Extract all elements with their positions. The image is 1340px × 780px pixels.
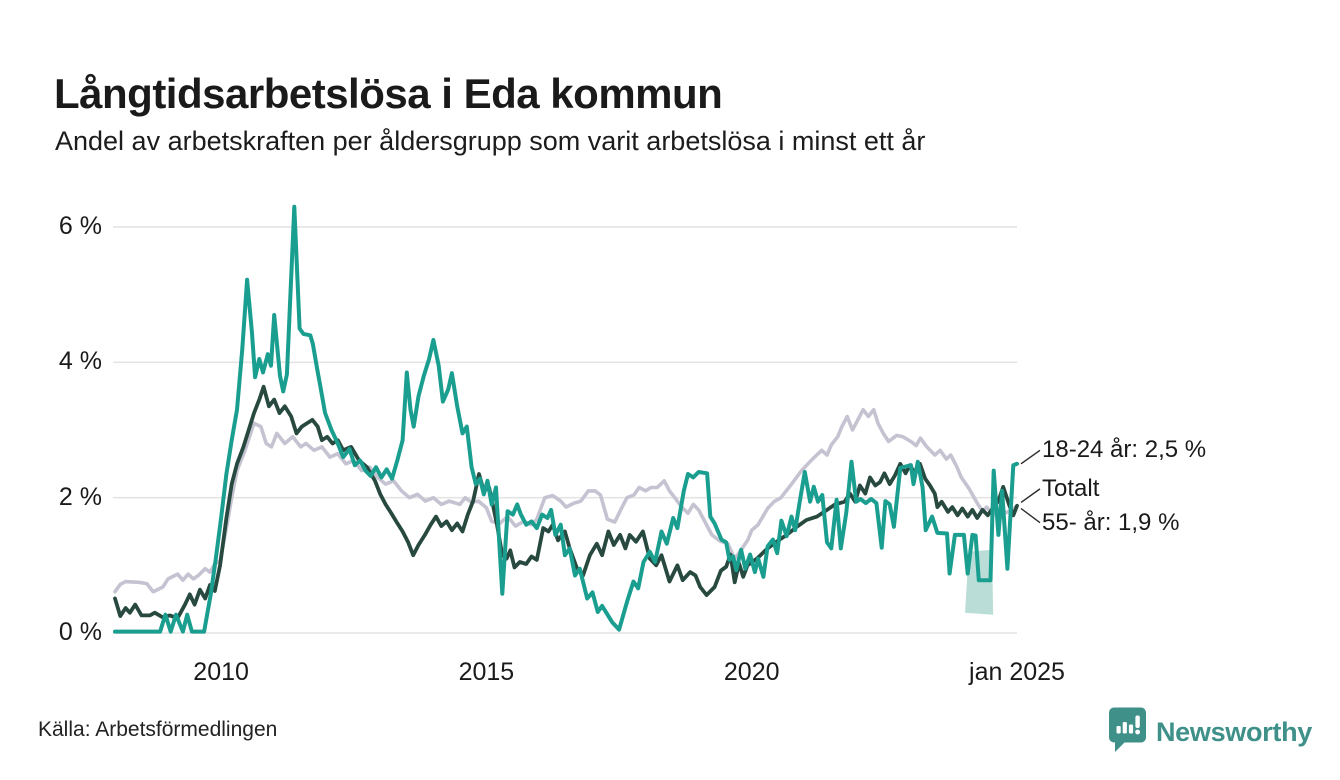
newsworthy-logo-text: Newsworthy bbox=[1155, 717, 1312, 747]
series-line-55- år bbox=[113, 407, 1019, 594]
series-line-18-24 år bbox=[113, 204, 1019, 634]
label-leader-line bbox=[1020, 449, 1041, 465]
newsworthy-logo: Newsworthy bbox=[1107, 706, 1312, 759]
highlight-band bbox=[965, 549, 994, 615]
page-title: Långtidsarbetslösa i Eda kommun bbox=[54, 70, 723, 118]
series-label-55- år: 55- år: 1,9 % bbox=[1042, 508, 1180, 536]
label-leader-line bbox=[1020, 488, 1041, 503]
y-tick-label: 4 % bbox=[58, 347, 102, 376]
y-tick-label: 0 % bbox=[58, 618, 102, 646]
y-tick-label: 2 % bbox=[58, 482, 102, 511]
chart-subtitle: Andel av arbetskraften per åldersgrupp s… bbox=[55, 126, 926, 156]
x-tick-label: 2010 bbox=[193, 658, 249, 686]
series-line-Totalt bbox=[113, 384, 1019, 620]
y-tick-label: 6 % bbox=[58, 212, 102, 240]
series-label-Totalt: Totalt bbox=[1042, 474, 1100, 502]
x-tick-label: 2020 bbox=[723, 658, 780, 686]
label-leader-line bbox=[1020, 507, 1041, 524]
series-label-18-24 år: 18-24 år: 2,5 % bbox=[1042, 436, 1207, 464]
newsworthy-bubble-chart-icon bbox=[1107, 706, 1148, 759]
source-note: Källa: Arbetsförmedlingen bbox=[38, 718, 278, 741]
x-tick-label: 2015 bbox=[458, 658, 515, 686]
x-tick-label: jan 2025 bbox=[969, 658, 1065, 686]
